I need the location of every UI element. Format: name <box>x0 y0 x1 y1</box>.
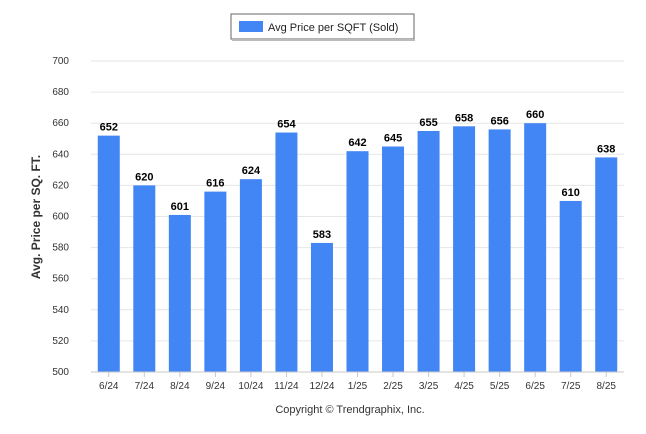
y-tick-label: 620 <box>52 180 69 191</box>
bar <box>204 191 227 372</box>
x-tick-label: 6/25 <box>525 381 545 392</box>
y-tick-label: 520 <box>52 336 69 347</box>
x-tick-label: 3/25 <box>419 381 439 392</box>
data-label: 652 <box>100 122 118 134</box>
bar-layer <box>97 123 618 372</box>
bar <box>559 200 582 372</box>
y-tick-label: 500 <box>52 367 69 378</box>
y-tick-label: 660 <box>52 118 69 129</box>
data-label: 638 <box>597 143 615 155</box>
data-label: 654 <box>277 119 296 131</box>
y-tick-label: 700 <box>52 56 69 67</box>
y-axis-title: Avg. Price per SQ. FT. <box>29 155 43 279</box>
data-label: 624 <box>242 165 261 177</box>
bar <box>382 146 405 372</box>
bar <box>524 123 547 372</box>
bar <box>133 185 156 372</box>
x-tick-label: 2/25 <box>383 381 403 392</box>
y-tick-label: 640 <box>52 149 69 160</box>
x-tick-label: 5/25 <box>490 381 510 392</box>
bar <box>275 132 298 372</box>
copyright-text: Copyright © Trendgraphix, Inc. <box>275 404 424 416</box>
label-layer: 652 620 601 616 624 654 583 642 645 655 658 656 660 6… <box>100 109 616 241</box>
data-label: 642 <box>348 137 366 149</box>
x-tick-label: 7/24 <box>135 381 155 392</box>
bar <box>488 129 511 372</box>
data-label: 616 <box>206 178 224 190</box>
legend: Avg Price per SQFT (Sold) <box>230 13 415 41</box>
y-tick-label: 680 <box>52 87 69 98</box>
axis-layer: 500 520 540 560 580 600 620 640 660 680 700 6/24 7/2… <box>52 56 624 392</box>
x-tick-label: 12/24 <box>309 381 334 392</box>
bar <box>239 179 262 372</box>
x-tick-label: 1/25 <box>348 381 368 392</box>
x-tick-label: 9/24 <box>206 381 226 392</box>
x-tick-label: 6/24 <box>99 381 119 392</box>
y-tick-label: 580 <box>52 243 69 254</box>
data-label: 601 <box>171 201 189 213</box>
x-tick-label: 8/25 <box>596 381 616 392</box>
y-tick-label: 600 <box>52 212 69 223</box>
legend-swatch <box>239 21 263 32</box>
y-tick-label: 560 <box>52 274 69 285</box>
bar <box>453 126 476 372</box>
x-tick-label: 11/24 <box>274 381 299 392</box>
data-label: 656 <box>490 115 508 127</box>
data-label: 610 <box>562 187 580 199</box>
data-label: 645 <box>384 133 402 145</box>
data-label: 658 <box>455 112 473 124</box>
bar <box>168 214 191 372</box>
legend-label: Avg Price per SQFT (Sold) <box>268 22 398 34</box>
data-label: 620 <box>135 171 153 183</box>
bar <box>97 135 120 372</box>
data-label: 655 <box>419 117 437 129</box>
bar <box>595 157 618 372</box>
bar <box>417 130 440 372</box>
x-tick-label: 4/25 <box>454 381 474 392</box>
y-tick-label: 540 <box>52 305 69 316</box>
x-tick-label: 7/25 <box>561 381 581 392</box>
data-label: 660 <box>526 109 544 121</box>
data-label: 583 <box>313 229 331 241</box>
x-tick-label: 10/24 <box>238 381 263 392</box>
bar <box>310 242 333 372</box>
x-tick-label: 8/24 <box>170 381 190 392</box>
bar <box>346 151 369 372</box>
